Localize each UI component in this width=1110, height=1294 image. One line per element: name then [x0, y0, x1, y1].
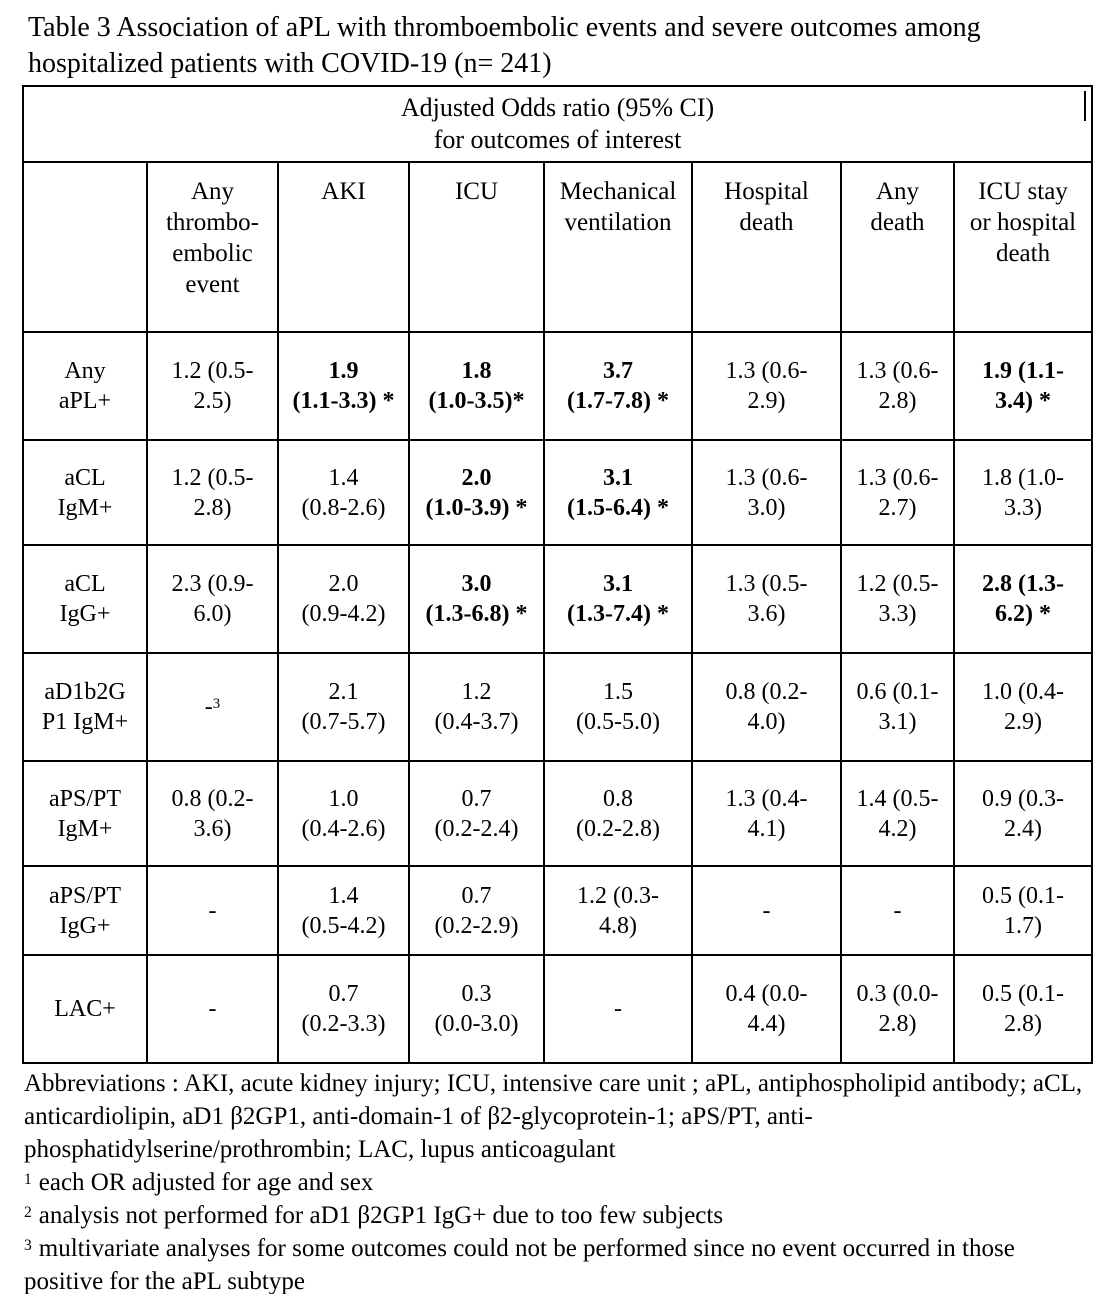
row-label-header-cell	[22, 161, 148, 333]
table-row: aPS/PT IgG+ -1.4 (0.5-4.2) 0.7 (0.2-2.9) 1.…	[22, 865, 1094, 956]
odds-ratio-cell: 1.2 (0.4-3.7)	[408, 652, 545, 762]
column-header-cell: AKI	[277, 161, 410, 333]
table-row: Any aPL+ 1.2 (0.5- 2.5) 1.9 (1.1-3.3) * 1.8…	[22, 331, 1094, 441]
row-label-cell: aPS/PT IgG+	[22, 865, 148, 956]
odds-ratio-cell: 0.5 (0.1- 1.7)	[952, 865, 1094, 956]
odds-ratio-cell: 1.0 (0.4- 2.9)	[952, 652, 1094, 762]
odds-ratio-cell: 2.3 (0.9- 6.0)	[146, 544, 279, 654]
odds-ratio-cell: -	[691, 865, 842, 956]
odds-ratio-cell: 0.6 (0.1- 3.1)	[840, 652, 955, 762]
table-notes: Abbreviations : AKI, acute kidney injury…	[24, 1067, 1096, 1294]
abbreviations-note: Abbreviations : AKI, acute kidney injury…	[24, 1070, 1083, 1163]
footnote-3-marker: 3	[24, 1236, 32, 1254]
odds-ratio-cell: 0.3 (0.0- 2.8)	[840, 954, 955, 1064]
footnote-1-marker: 1	[24, 1170, 32, 1188]
odds-ratio-cell: 2.0 (1.0-3.9) *	[408, 439, 545, 546]
column-header-cell: Any death	[840, 161, 955, 333]
odds-ratio-cell: 1.3 (0.4- 4.1)	[691, 760, 842, 867]
row-label-cell: Any aPL+	[22, 331, 148, 441]
odds-ratio-cell: -	[543, 954, 693, 1064]
odds-ratio-cell: 0.9 (0.3- 2.4)	[952, 760, 1094, 867]
footnote-1-text: each OR adjusted for age and sex	[38, 1169, 374, 1196]
column-header-cell: Hospital death	[691, 161, 842, 333]
odds-ratio-cell: 0.7 (0.2-2.9)	[408, 865, 545, 956]
odds-ratio-cell: -	[146, 954, 279, 1064]
row-label-cell: LAC+	[22, 954, 148, 1064]
odds-ratio-cell: -	[840, 865, 955, 956]
odds-ratio-table: Adjusted Odds ratio (95% CI) for outcome…	[21, 85, 1094, 1064]
odds-ratio-cell: 0.3 (0.0-3.0)	[408, 954, 545, 1064]
odds-ratio-cell: 1.2 (0.5- 3.3)	[840, 544, 955, 654]
odds-ratio-cell: 3.0 (1.3-6.8) *	[408, 544, 545, 654]
odds-ratio-cell: 0.5 (0.1- 2.8)	[952, 954, 1094, 1064]
column-header-cell: Any thrombo- embolic event	[146, 161, 279, 333]
column-header-row: Any thrombo- embolic event AKI ICU Mechanic…	[22, 161, 1094, 333]
odds-ratio-cell: 1.0 (0.4-2.6)	[277, 760, 410, 867]
footnote-2-marker: 2	[24, 1203, 32, 1221]
table-row: aD1b2G P1 IgM+ -3 2.1 (0.7-5.7) 1.2 (0.4-3.…	[22, 652, 1094, 762]
row-label-cell: aPS/PT IgM+	[22, 760, 148, 867]
row-label-cell: aCL IgG+	[22, 544, 148, 654]
odds-ratio-cell: 2.0 (0.9-4.2)	[277, 544, 410, 654]
odds-ratio-cell: 1.4 (0.5- 4.2)	[840, 760, 955, 867]
footnote-3-text: multivariate analyses for some outcomes …	[24, 1235, 1015, 1294]
odds-ratio-cell: 3.1 (1.3-7.4) *	[543, 544, 693, 654]
footnote-1: 1 each OR adjusted for age and sex	[24, 1166, 1096, 1199]
spanning-header-text: Adjusted Odds ratio (95% CI) for outcome…	[400, 93, 715, 154]
table-row: aCL IgM+ 1.2 (0.5- 2.8) 1.4 (0.8-2.6) 2.0 (…	[22, 439, 1094, 546]
footnote-2-text: analysis not performed for aD1 β2GP1 IgG…	[38, 1202, 724, 1229]
odds-ratio-cell: 0.8 (0.2-2.8)	[543, 760, 693, 867]
odds-ratio-cell: 1.8 (1.0-3.5)*	[408, 331, 545, 441]
odds-ratio-cell: 0.7 (0.2-2.4)	[408, 760, 545, 867]
odds-ratio-cell: 1.4 (0.8-2.6)	[277, 439, 410, 546]
odds-ratio-cell: 3.1 (1.5-6.4) *	[543, 439, 693, 546]
odds-ratio-cell: 1.3 (0.5- 3.6)	[691, 544, 842, 654]
odds-ratio-cell: 1.3 (0.6- 2.9)	[691, 331, 842, 441]
odds-ratio-cell: -3	[146, 652, 279, 762]
table-row: LAC+ -0.7 (0.2-3.3) 0.3 (0.0-3.0) -0.4 (0.0…	[22, 954, 1094, 1064]
odds-ratio-cell: 1.8 (1.0- 3.3)	[952, 439, 1094, 546]
footnote-3: 3 multivariate analyses for some outcomes…	[24, 1232, 1096, 1294]
odds-ratio-cell: 0.8 (0.2- 3.6)	[146, 760, 279, 867]
row-label-cell: aCL IgM+	[22, 439, 148, 546]
odds-ratio-cell: 1.2 (0.3- 4.8)	[543, 865, 693, 956]
footnote-reference: 3	[212, 695, 221, 712]
odds-ratio-cell: 1.4 (0.5-4.2)	[277, 865, 410, 956]
scan-artifact-mark	[1084, 91, 1087, 121]
odds-ratio-cell: 0.4 (0.0- 4.4)	[691, 954, 842, 1064]
odds-ratio-cell: 1.2 (0.5- 2.5)	[146, 331, 279, 441]
odds-ratio-cell: 2.8 (1.3- 6.2) *	[952, 544, 1094, 654]
spanning-header-row: Adjusted Odds ratio (95% CI) for outcome…	[21, 85, 1094, 163]
row-label-cell: aD1b2G P1 IgM+	[22, 652, 148, 762]
odds-ratio-cell: 2.1 (0.7-5.7)	[277, 652, 410, 762]
column-header-cell: ICU	[408, 161, 545, 333]
odds-ratio-cell: 1.3 (0.6- 3.0)	[691, 439, 842, 546]
odds-ratio-cell: 3.7 (1.7-7.8) *	[543, 331, 693, 441]
odds-ratio-cell: 1.9 (1.1- 3.4) *	[952, 331, 1094, 441]
odds-ratio-cell: 1.3 (0.6- 2.8)	[840, 331, 955, 441]
odds-ratio-cell: 1.3 (0.6- 2.7)	[840, 439, 955, 546]
odds-ratio-cell: 1.5 (0.5-5.0)	[543, 652, 693, 762]
odds-ratio-cell: 0.8 (0.2- 4.0)	[691, 652, 842, 762]
odds-ratio-cell: 1.2 (0.5- 2.8)	[146, 439, 279, 546]
table-body: Any aPL+ 1.2 (0.5- 2.5) 1.9 (1.1-3.3) * 1.8…	[22, 331, 1094, 1064]
odds-ratio-cell: -	[146, 865, 279, 956]
column-header-cell: ICU stay or hospital death	[952, 161, 1094, 333]
footnote-2: 2 analysis not performed for aD1 β2GP1 Ig…	[24, 1199, 1096, 1232]
spanning-header-cell: Adjusted Odds ratio (95% CI) for outcome…	[21, 85, 1094, 163]
odds-ratio-cell: 1.9 (1.1-3.3) *	[277, 331, 410, 441]
table-row: aCL IgG+ 2.3 (0.9- 6.0) 2.0 (0.9-4.2) 3.0 (…	[22, 544, 1094, 654]
column-header-cell: Mechanical ventilation	[543, 161, 693, 333]
table-row: aPS/PT IgM+ 0.8 (0.2- 3.6) 1.0 (0.4-2.6) 0.…	[22, 760, 1094, 867]
odds-ratio-cell: 0.7 (0.2-3.3)	[277, 954, 410, 1064]
table-caption: Table 3 Association of aPL with thromboe…	[28, 12, 981, 79]
